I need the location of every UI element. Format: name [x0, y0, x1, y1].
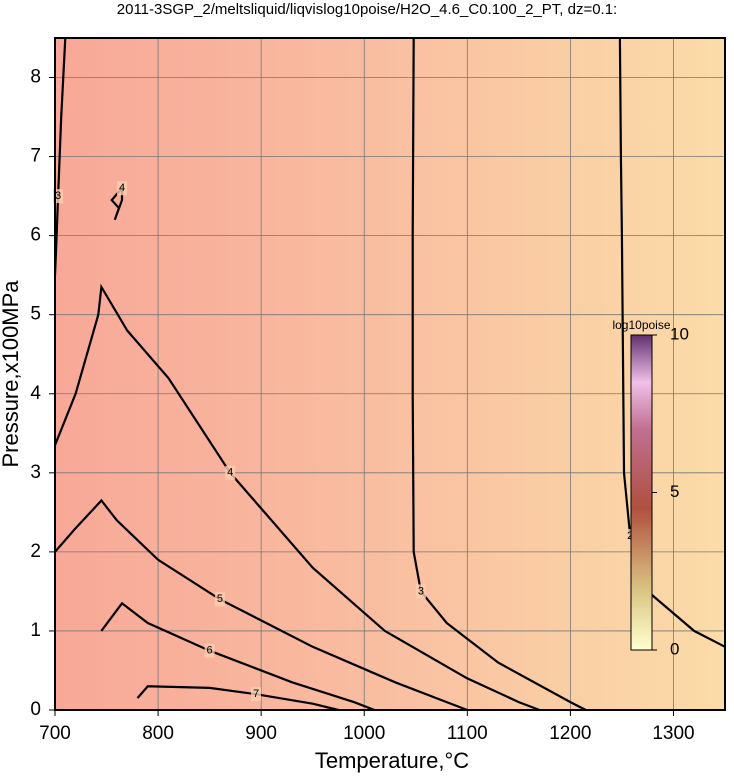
- contour-label-bg: [53, 189, 64, 204]
- contour-label: 6: [207, 645, 213, 657]
- contour-label: 3: [55, 190, 61, 202]
- contour-label: 5: [217, 593, 223, 605]
- y-axis-label: Pressure,x100MPa: [0, 280, 23, 468]
- colorbar-label: log10poise: [612, 318, 670, 332]
- x-tick-label: 1300: [652, 723, 694, 744]
- plot-background: [55, 38, 725, 710]
- y-tick-label: 2: [30, 541, 41, 562]
- contour-line: [110, 185, 124, 221]
- x-tick-label: 800: [142, 723, 174, 744]
- contour-label-bg: [214, 592, 225, 607]
- colorbar-tick-label: 10: [670, 324, 689, 343]
- contour-label-bg: [204, 643, 215, 658]
- contour-label-bg: [117, 181, 127, 196]
- contour-label-bg: [251, 687, 261, 702]
- contour-label: 4: [227, 467, 233, 479]
- y-tick-label: 5: [30, 304, 41, 325]
- x-tick-label: 900: [245, 723, 277, 744]
- y-tick-label: 3: [30, 462, 41, 483]
- y-tick-label: 6: [30, 225, 41, 246]
- y-tick-label: 1: [30, 620, 41, 641]
- contour-label-bg: [225, 465, 236, 480]
- contour-label: 7: [253, 688, 259, 700]
- contour-line: [618, 37, 726, 648]
- x-tick-label: 700: [39, 723, 71, 744]
- y-tick-label: 0: [30, 699, 41, 720]
- contour-line: [136, 685, 339, 712]
- x-tick-label: 1000: [343, 723, 385, 744]
- contour-line: [53, 283, 540, 712]
- y-tick-label: 8: [30, 67, 41, 88]
- chart-title: 2011-3SGP_2/meltsliquid/liqvislog10poise…: [117, 1, 617, 18]
- colorbar: [630, 334, 653, 651]
- colorbar-tick-label: 0: [670, 639, 679, 658]
- contour-label: 2: [627, 530, 633, 542]
- plot-frame: [54, 37, 726, 711]
- colorbar-tick-label: 5: [670, 482, 679, 501]
- contour-label-bg: [625, 529, 636, 544]
- contour-label-bg: [415, 584, 426, 599]
- contour-line: [54, 498, 468, 712]
- x-tick-label: 1100: [447, 723, 488, 744]
- y-tick-label: 4: [30, 383, 41, 404]
- x-axis-label: Temperature,°C: [315, 748, 469, 773]
- y-tick-label: 7: [30, 146, 41, 167]
- contour-label: 4: [119, 182, 125, 194]
- contour-label: 3: [418, 585, 424, 597]
- x-tick-label: 1200: [549, 723, 591, 744]
